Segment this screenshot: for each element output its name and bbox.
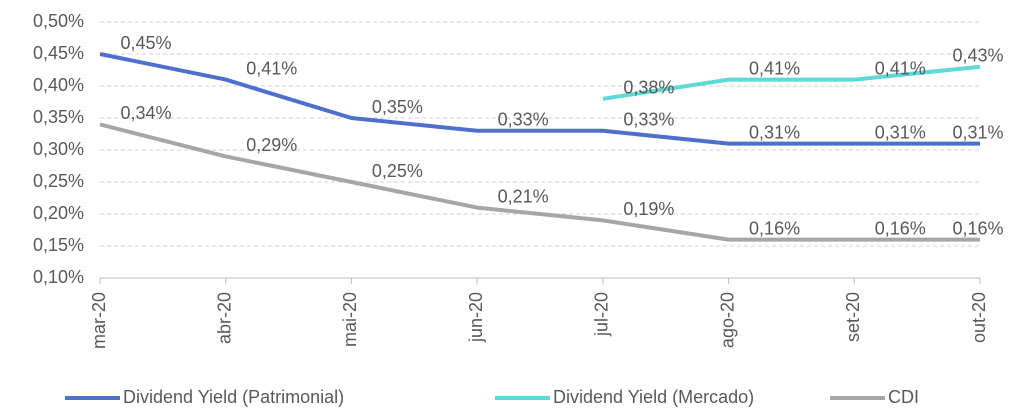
y-tick-label: 0,20% xyxy=(33,203,84,223)
x-tick-label: jul-20 xyxy=(592,292,612,337)
data-label: 0,34% xyxy=(120,103,171,123)
data-label: 0,16% xyxy=(749,218,800,238)
y-tick-label: 0,45% xyxy=(33,43,84,63)
y-tick-label: 0,10% xyxy=(33,267,84,287)
data-label: 0,43% xyxy=(952,46,1003,66)
data-label: 0,16% xyxy=(875,218,926,238)
y-tick-label: 0,15% xyxy=(33,235,84,255)
data-label: 0,21% xyxy=(498,186,549,206)
data-label: 0,38% xyxy=(623,78,674,98)
x-tick-label: ago-20 xyxy=(717,292,737,348)
data-label: 0,31% xyxy=(952,122,1003,142)
data-label: 0,41% xyxy=(749,58,800,78)
x-tick-label: abr-20 xyxy=(214,292,234,344)
data-label: 0,41% xyxy=(246,58,297,78)
data-label: 0,16% xyxy=(952,218,1003,238)
data-label: 0,35% xyxy=(372,97,423,117)
data-label: 0,31% xyxy=(875,122,926,142)
data-label: 0,19% xyxy=(623,199,674,219)
data-label: 0,41% xyxy=(875,58,926,78)
x-tick-label: set-20 xyxy=(843,292,863,342)
y-tick-label: 0,30% xyxy=(33,139,84,159)
legend-label: Dividend Yield (Patrimonial) xyxy=(123,387,344,407)
x-tick-label: out-20 xyxy=(969,292,989,343)
y-tick-label: 0,35% xyxy=(33,107,84,127)
x-tick-label: jun-20 xyxy=(466,292,486,343)
y-tick-label: 0,50% xyxy=(33,11,84,31)
legend-label: CDI xyxy=(888,387,919,407)
data-label: 0,33% xyxy=(623,110,674,130)
legend-label: Dividend Yield (Mercado) xyxy=(553,387,754,407)
line xyxy=(602,64,981,101)
data-label: 0,25% xyxy=(372,161,423,181)
line xyxy=(99,122,980,242)
x-tick-label: mai-20 xyxy=(340,292,360,347)
y-tick-label: 0,25% xyxy=(33,171,84,191)
data-label: 0,33% xyxy=(498,110,549,130)
line xyxy=(99,52,980,146)
data-label: 0,45% xyxy=(120,33,171,53)
y-tick-label: 0,40% xyxy=(33,75,84,95)
x-tick-label: mar-20 xyxy=(89,292,109,349)
data-label: 0,29% xyxy=(246,135,297,155)
data-label: 0,31% xyxy=(749,122,800,142)
